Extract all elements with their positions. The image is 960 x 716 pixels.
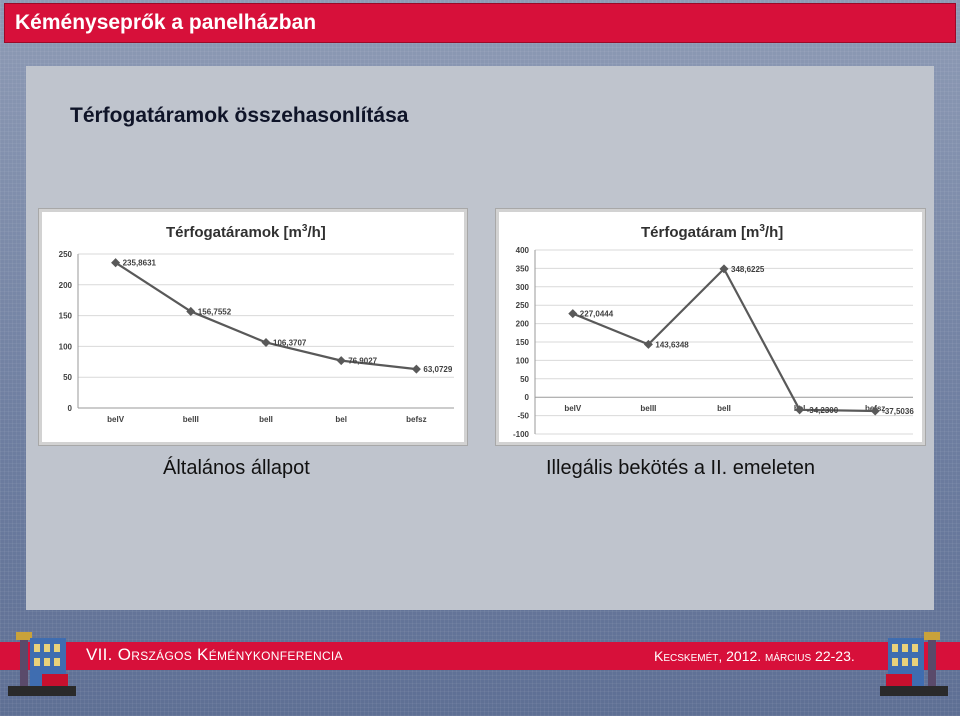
chart-2-area: Térfogatáram [m3/h] -100 -50 0 50 100 150 200 2…: [499, 212, 922, 442]
data-label: 235,8631: [123, 259, 157, 268]
x-tick-label: bel: [335, 415, 347, 424]
y-tick-label: 50: [63, 373, 72, 382]
y-tick-label: 400: [516, 246, 530, 255]
y-tick-label: 150: [516, 338, 530, 347]
chart-1-svg: 0 50 100 150 200 250 belV belII belI bel befsz 235,…: [59, 250, 454, 424]
footer-date-location: Kecskemét, 2012. március 22-23.: [654, 648, 855, 664]
y-tick-label: 150: [59, 312, 73, 321]
footer-band: [0, 642, 960, 670]
y-tick-label: 250: [516, 301, 530, 310]
y-tick-label: 100: [59, 342, 73, 351]
y-tick-label: 0: [68, 404, 73, 413]
data-label: 63,0729: [423, 365, 452, 374]
data-point: [643, 339, 653, 349]
chart-2-frame: Térfogatáram [m3/h] -100 -50 0 50 100 150 200 2…: [495, 208, 926, 446]
chart-2-svg: -100 -50 0 50 100 150 200 250 300 350 400 belV belII…: [513, 246, 914, 439]
data-label: 106,3707: [273, 338, 307, 347]
data-point: [795, 405, 805, 415]
footer-conference-name: VII. Országos Kéménykonferencia: [86, 645, 343, 664]
chimney-logo-right: [880, 632, 948, 696]
data-label: -37,5036: [882, 407, 914, 416]
x-tick-label: belV: [564, 404, 582, 413]
caption-right: Illegális bekötés a II. emeleten: [546, 457, 816, 479]
data-label: 156,7552: [198, 307, 232, 316]
data-label: 227,0444: [580, 310, 614, 319]
x-tick-label: belV: [107, 415, 125, 424]
y-tick-label: -100: [513, 430, 530, 439]
data-label: 348,6225: [731, 265, 765, 274]
data-point: [261, 337, 271, 348]
y-tick-label: 0: [525, 393, 530, 402]
series-line: [572, 267, 876, 413]
y-tick-label: 350: [516, 264, 530, 273]
data-point: [336, 356, 346, 366]
chart-2-title: Térfogatáram [m3/h]: [641, 223, 784, 241]
y-tick-label: 250: [59, 250, 73, 259]
header-title: Kéményseprők a panelházban: [15, 11, 317, 34]
data-label: 76,9027: [348, 357, 377, 366]
y-tick-label: 100: [516, 356, 530, 365]
chart-1-title: Térfogatáramok [m3/h]: [166, 223, 326, 241]
data-label: 143,6348: [655, 340, 689, 349]
x-tick-label: belII: [640, 404, 656, 413]
data-point: [186, 306, 196, 316]
x-tick-label: befsz: [406, 415, 426, 424]
x-tick-label: belI: [717, 404, 731, 413]
x-tick-label: belI: [259, 415, 273, 424]
y-tick-label: 200: [59, 281, 73, 290]
y-tick-label: 50: [520, 375, 529, 384]
header-bar: Kéményseprők a panelházban: [4, 3, 956, 43]
chimney-logo-left: [8, 632, 76, 696]
chart-1-area: Térfogatáramok [m3/h] 0 50 100 150 200 250 bel…: [42, 212, 464, 442]
y-tick-label: 300: [516, 283, 530, 292]
data-label: -34,2300: [807, 406, 839, 415]
y-tick-label: 200: [516, 320, 530, 329]
y-tick-label: -50: [517, 412, 529, 421]
slide-title: Térfogatáramok összehasonlítása: [70, 104, 409, 127]
footer: VII. Országos Kéménykonferencia Kecskemé…: [0, 628, 960, 716]
chart-1-frame: Térfogatáramok [m3/h] 0 50 100 150 200 250 bel…: [38, 208, 468, 446]
data-point: [411, 364, 421, 374]
x-tick-label: belII: [183, 415, 199, 424]
data-point: [568, 309, 578, 319]
caption-left: Általános állapot: [163, 457, 310, 479]
